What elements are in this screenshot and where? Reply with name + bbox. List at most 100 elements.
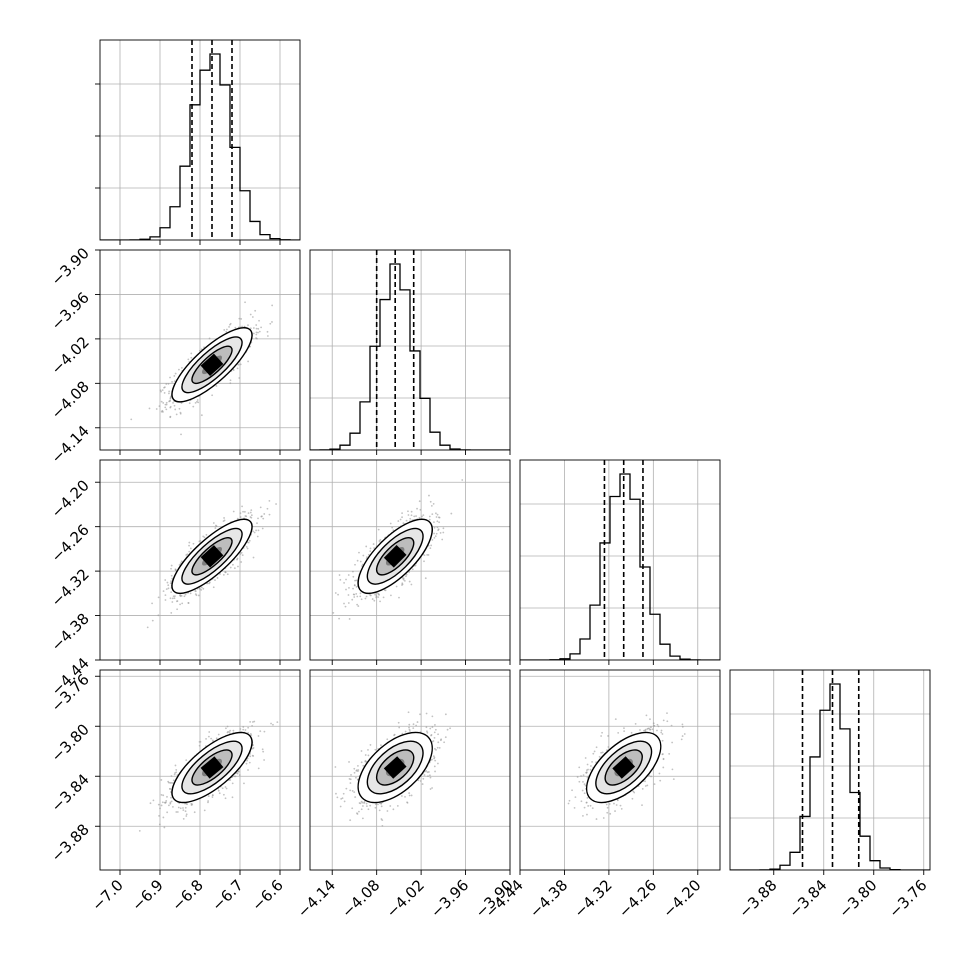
scatter-point bbox=[398, 596, 400, 599]
scatter-point bbox=[404, 730, 407, 733]
scatter-point bbox=[633, 791, 636, 794]
scatter-point bbox=[196, 399, 199, 401]
scatter-point bbox=[242, 728, 245, 731]
scatter-point bbox=[444, 736, 447, 739]
scatter-point bbox=[390, 594, 392, 597]
scatter-point bbox=[586, 813, 588, 816]
scatter-point bbox=[341, 797, 344, 800]
scatter-point bbox=[601, 731, 603, 734]
hist-panel-1 bbox=[100, 40, 300, 240]
scatter-point bbox=[589, 768, 592, 771]
scatter-point bbox=[250, 514, 253, 517]
scatter-point bbox=[256, 522, 258, 525]
scatter-point bbox=[585, 772, 588, 774]
scatter-point bbox=[392, 808, 395, 811]
y-tick-label: −4.38 bbox=[48, 610, 93, 655]
scatter-point bbox=[656, 729, 658, 732]
scatter-point bbox=[681, 723, 684, 726]
scatter-point bbox=[442, 527, 445, 530]
scatter-point bbox=[164, 599, 167, 601]
scatter-point bbox=[171, 380, 173, 383]
scatter-point bbox=[651, 728, 654, 731]
scatter-point bbox=[435, 512, 437, 515]
scatter-point bbox=[360, 808, 363, 811]
scatter-point bbox=[174, 772, 176, 774]
scatter-point bbox=[222, 793, 225, 796]
scatter-point bbox=[228, 731, 231, 734]
scatter-point bbox=[199, 740, 202, 743]
scatter-point bbox=[255, 529, 258, 532]
scatter-point bbox=[433, 521, 435, 524]
scatter-point bbox=[421, 515, 423, 518]
scatter-point bbox=[229, 729, 232, 732]
scatter-point bbox=[356, 603, 359, 606]
scatter-point bbox=[426, 730, 428, 733]
scatter-point bbox=[162, 794, 165, 797]
scatter-point bbox=[354, 796, 357, 798]
scatter-point bbox=[411, 568, 414, 571]
scatter-point bbox=[257, 331, 259, 334]
scatter-point bbox=[353, 596, 356, 598]
scatter-point bbox=[644, 780, 646, 783]
scatter-point bbox=[360, 761, 363, 764]
scatter-point bbox=[183, 595, 186, 598]
scatter-point bbox=[432, 755, 435, 758]
scatter-point bbox=[259, 730, 262, 733]
scatter-point bbox=[620, 807, 623, 810]
scatter-point bbox=[656, 723, 659, 726]
scatter-point bbox=[369, 547, 372, 550]
scatter-point bbox=[345, 588, 347, 591]
scatter-point bbox=[163, 801, 166, 804]
scatter-point bbox=[266, 330, 269, 333]
scatter-point bbox=[662, 719, 665, 722]
scatter-point bbox=[614, 810, 616, 812]
scatter-point bbox=[185, 813, 188, 816]
scatter-point bbox=[607, 746, 610, 748]
scatter-point bbox=[419, 713, 421, 716]
scatter-point bbox=[232, 563, 234, 566]
scatter-point bbox=[224, 786, 227, 788]
scatter-point bbox=[433, 765, 436, 768]
scatter-point bbox=[345, 787, 348, 790]
y-tick-label: −4.14 bbox=[48, 422, 93, 467]
scatter-point bbox=[247, 769, 249, 771]
scatter-point bbox=[425, 712, 428, 715]
scatter-point bbox=[238, 377, 241, 379]
scatter-point bbox=[335, 792, 337, 795]
scatter-point bbox=[165, 408, 168, 411]
scatter-point bbox=[152, 799, 155, 802]
scatter-point bbox=[178, 368, 180, 371]
scatter-point bbox=[408, 723, 411, 726]
scatter-point bbox=[347, 574, 350, 576]
scatter-point bbox=[600, 735, 603, 737]
scatter-point bbox=[644, 785, 647, 787]
scatter-point bbox=[418, 500, 421, 503]
scatter-point bbox=[377, 803, 379, 806]
scatter-point bbox=[381, 819, 384, 821]
scatter-point bbox=[171, 782, 174, 784]
scatter-point bbox=[165, 401, 168, 404]
scatter-point bbox=[214, 579, 216, 582]
scatter-point bbox=[435, 748, 437, 751]
scatter-point bbox=[426, 771, 429, 774]
scatter-point bbox=[334, 766, 337, 768]
scatter-point bbox=[243, 782, 245, 785]
scatter-point bbox=[268, 499, 271, 502]
scatter-point bbox=[225, 727, 227, 730]
panel-frame bbox=[729, 669, 931, 871]
scatter-point bbox=[375, 596, 378, 599]
x-tick-label: −4.08 bbox=[338, 876, 383, 921]
scatter-point bbox=[211, 394, 214, 397]
scatter-point bbox=[247, 360, 249, 363]
scatter-point bbox=[240, 561, 243, 563]
x-tick-label: −6.6 bbox=[248, 876, 286, 914]
scatter-point bbox=[211, 739, 214, 742]
scatter-point bbox=[257, 517, 259, 520]
scatter-point bbox=[228, 326, 230, 328]
scatter-point bbox=[207, 735, 210, 738]
scatter-point bbox=[617, 732, 620, 734]
density-panel-3-1 bbox=[100, 460, 300, 660]
scatter-point bbox=[170, 574, 173, 577]
scatter-point bbox=[398, 726, 401, 729]
scatter-point bbox=[352, 575, 355, 578]
